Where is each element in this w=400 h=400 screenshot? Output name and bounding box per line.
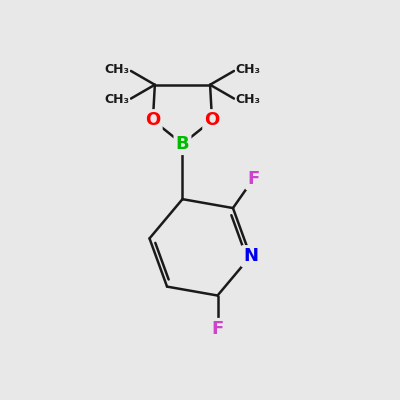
Text: O: O bbox=[204, 111, 220, 129]
Text: CH₃: CH₃ bbox=[104, 64, 129, 76]
Text: CH₃: CH₃ bbox=[104, 93, 129, 106]
Text: N: N bbox=[243, 247, 258, 265]
Text: CH₃: CH₃ bbox=[236, 93, 261, 106]
Text: B: B bbox=[176, 135, 189, 153]
Text: F: F bbox=[212, 320, 224, 338]
Text: F: F bbox=[247, 170, 260, 188]
Text: CH₃: CH₃ bbox=[236, 64, 261, 76]
Text: O: O bbox=[145, 111, 160, 129]
